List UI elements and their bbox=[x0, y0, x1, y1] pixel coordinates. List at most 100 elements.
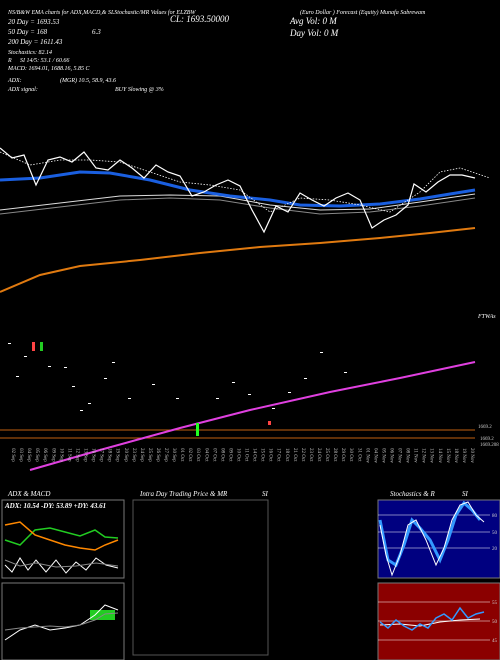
date-label: 24 Sep bbox=[139, 448, 144, 462]
date-label: 17 Sep bbox=[99, 448, 104, 462]
title: NS/B&W EMA charts for ADX,MACD,& SLStoch… bbox=[7, 9, 196, 16]
date-label: 30 Sep bbox=[171, 448, 176, 462]
date-label: 31 Oct bbox=[356, 448, 361, 462]
adx: ADX: bbox=[7, 78, 22, 84]
date-label: 01 Oct bbox=[179, 448, 184, 462]
date-label: 15 Nov bbox=[445, 448, 450, 463]
avg-vol: Avg Vol: 0 M bbox=[289, 16, 337, 26]
level-label: 50 bbox=[492, 620, 498, 625]
volume-bar bbox=[268, 421, 271, 425]
level-label: 55 bbox=[492, 601, 498, 606]
date-label: 08 Oct bbox=[219, 448, 224, 462]
date-label: 23 Sep bbox=[131, 448, 136, 462]
macd: MACD: 1694.01, 1688.16, 5.85 C bbox=[7, 65, 90, 72]
panel-title: Stochastics & R bbox=[390, 490, 435, 498]
date-label: 27 Sep bbox=[163, 448, 168, 462]
price-dotted bbox=[0, 151, 491, 213]
date-label: 29 Oct bbox=[340, 448, 345, 462]
date-label: 05 Nov bbox=[380, 448, 385, 463]
ema50b: 6.3 bbox=[92, 28, 101, 36]
date-label: 26 Sep bbox=[155, 448, 160, 462]
date-label: 19 Nov bbox=[461, 448, 466, 463]
close: CL: 1693.50000 bbox=[170, 14, 230, 24]
date-label: 08 Nov bbox=[405, 448, 410, 463]
date-label: 02 Sep bbox=[10, 448, 15, 462]
date-label: 10 Sep bbox=[58, 448, 63, 462]
macd-panel bbox=[1, 582, 125, 660]
adx-panel bbox=[1, 499, 125, 579]
date-label: 20 Sep bbox=[123, 448, 128, 462]
panel-title: SI bbox=[262, 490, 269, 498]
level-label: 1669.2 bbox=[480, 437, 494, 442]
volume-bar bbox=[32, 342, 35, 351]
dashes bbox=[8, 343, 347, 411]
signal: BUY Slowing @ 3% bbox=[115, 87, 164, 93]
date-label: 06 Sep bbox=[42, 448, 47, 462]
price-lines bbox=[0, 147, 491, 293]
date-label: 13 Nov bbox=[429, 448, 434, 463]
date-label: 04 Nov bbox=[372, 448, 377, 463]
date-label: 16 Sep bbox=[91, 448, 96, 462]
date-label: 11 Nov bbox=[413, 448, 418, 463]
volume-bar bbox=[196, 423, 199, 436]
date-label: 10 Oct bbox=[235, 448, 240, 462]
day-vol: Day Vol: 0 M bbox=[289, 28, 339, 38]
adx-line bbox=[4, 557, 119, 574]
ema-orange bbox=[0, 227, 476, 293]
date-label: 04 Sep bbox=[26, 448, 31, 462]
trend-line bbox=[29, 361, 476, 471]
r: R bbox=[7, 58, 12, 64]
adx-avg bbox=[4, 559, 119, 568]
ema50: 50 Day = 168 bbox=[8, 28, 48, 36]
date-label: 05 Sep bbox=[34, 448, 39, 462]
si-panel bbox=[377, 582, 500, 660]
adx-readout: ADX: 10.54 -DY: 53.89 +DY: 43.61 bbox=[4, 502, 106, 510]
subtitle: (Euro Dollar ) Forecast (Equity) Munafa … bbox=[300, 9, 426, 16]
stoch-panel bbox=[377, 499, 500, 579]
adx-signal: ADX signal: bbox=[7, 87, 38, 93]
level-label: 20 bbox=[492, 547, 498, 552]
ema-blue bbox=[0, 170, 476, 208]
date-axis: 02 Sep 03 Sep 04 Sep 05 Sep 06 Sep 09 Sep 10 S… bbox=[10, 448, 474, 463]
date-label: 25 Oct bbox=[324, 448, 329, 462]
level-label: 80 bbox=[492, 514, 498, 519]
stoch: Stochastics: 82.14 bbox=[8, 49, 52, 56]
date-label: 03 Oct bbox=[195, 448, 200, 462]
date-label: 16 Oct bbox=[268, 448, 273, 462]
date-label: 20 Nov bbox=[469, 448, 474, 463]
stoch-d bbox=[379, 501, 485, 577]
volume-bar bbox=[40, 342, 43, 351]
level-label: 50 bbox=[492, 531, 498, 536]
macd-line bbox=[4, 604, 119, 641]
date-label: 11 Oct bbox=[244, 448, 249, 462]
sma-white bbox=[0, 193, 476, 211]
price bbox=[0, 147, 476, 234]
date-label: 30 Oct bbox=[348, 448, 353, 462]
date-label: 03 Sep bbox=[18, 448, 23, 462]
date-label: 24 Oct bbox=[316, 448, 321, 462]
date-label: 09 Oct bbox=[227, 448, 232, 462]
date-label: 19 Sep bbox=[115, 448, 120, 462]
date-label: 17 Oct bbox=[276, 448, 281, 462]
si: SI 14/5: 53.1 / 60.66 bbox=[20, 57, 69, 64]
date-label: 21 Oct bbox=[292, 448, 297, 462]
si-avg bbox=[379, 618, 481, 627]
si-line bbox=[379, 606, 485, 631]
panel-title: ADX & MACD bbox=[7, 490, 50, 498]
level-label: 45 bbox=[492, 639, 498, 644]
date-label: 15 Oct bbox=[260, 448, 265, 462]
date-label: 22 Oct bbox=[300, 448, 305, 462]
date-label: 18 Oct bbox=[284, 448, 289, 462]
date-label: 28 Oct bbox=[332, 448, 337, 462]
intraday-panel bbox=[132, 499, 269, 656]
date-label: 11 Sep bbox=[66, 448, 71, 462]
date-label: 23 Oct bbox=[308, 448, 313, 462]
adx-values: (MGR) 10.5, 58.9, 43.6 bbox=[60, 77, 116, 84]
date-label: 18 Sep bbox=[107, 448, 112, 462]
adx-minus bbox=[4, 521, 119, 551]
date-label: 13 Sep bbox=[82, 448, 87, 462]
date-label: 07 Oct bbox=[211, 448, 216, 462]
adx-plus bbox=[4, 527, 119, 546]
level-label: 1669.208 bbox=[480, 443, 499, 448]
